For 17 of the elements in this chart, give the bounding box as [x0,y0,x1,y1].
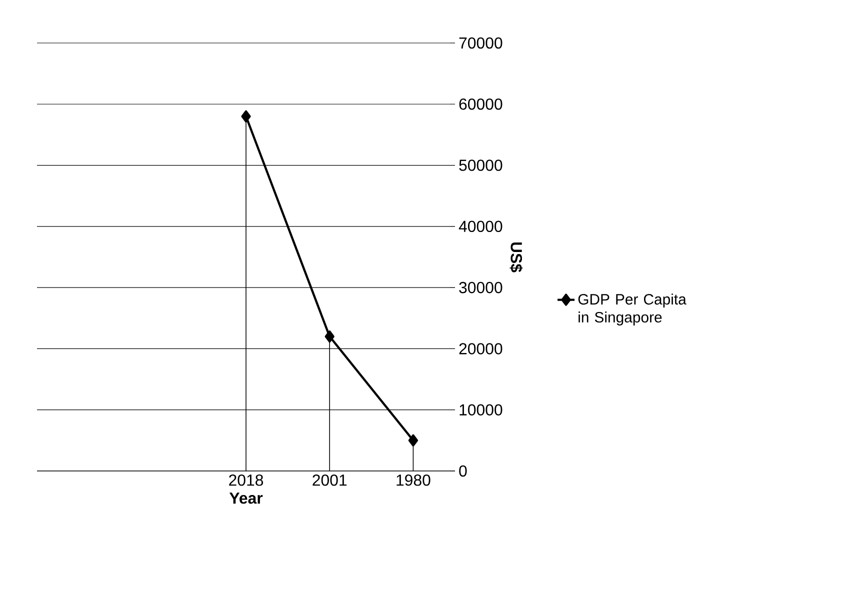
x-axis-title: Year [229,492,263,504]
x-tick-label: 2001 [312,474,347,486]
y-tick-label: 0 [459,465,467,477]
legend-label: GDP Per Capita in Singapore [578,294,686,326]
point [324,330,334,343]
point [408,434,418,446]
y-tick-label: 40000 [458,220,502,232]
y-tick-label: 10000 [460,404,502,416]
y-tick-label: 60000 [459,98,502,110]
point [241,110,251,122]
x-tick-label: 1980 [396,474,430,486]
y-tick-label: 70000 [459,37,502,49]
y-tick-label: 20000 [459,343,502,354]
y-axis-title: US$ [510,242,523,272]
x-tick-label: 2018 [229,474,264,486]
y-tick-label: 50000 [459,160,502,171]
y-tick-label: 30000 [459,282,502,294]
